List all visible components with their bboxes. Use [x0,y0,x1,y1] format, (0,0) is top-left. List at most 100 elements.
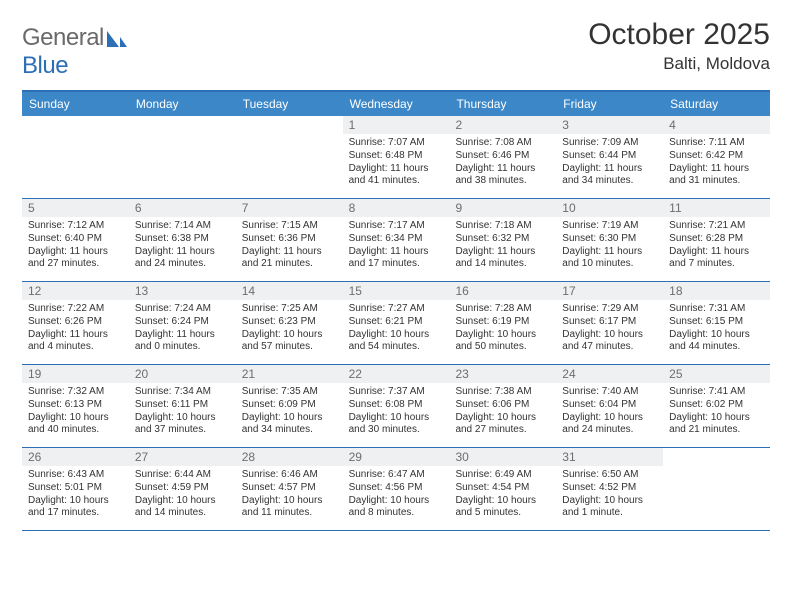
day-cell: 10Sunrise: 7:19 AMSunset: 6:30 PMDayligh… [556,199,663,281]
day-number: 9 [449,199,556,217]
sunrise: Sunrise: 7:09 AM [562,137,657,150]
day-cell: 6Sunrise: 7:14 AMSunset: 6:38 PMDaylight… [129,199,236,281]
day-info: Sunrise: 7:09 AMSunset: 6:44 PMDaylight:… [562,137,657,188]
dow-friday: Friday [556,92,663,116]
sunrise: Sunrise: 7:34 AM [135,386,230,399]
day-number: 29 [343,448,450,466]
day-cell [663,448,770,530]
week-row: 19Sunrise: 7:32 AMSunset: 6:13 PMDayligh… [22,365,770,448]
sunset: Sunset: 6:48 PM [349,150,444,163]
sunset: Sunset: 6:13 PM [28,399,123,412]
daylight: Daylight: 10 hours and 5 minutes. [455,495,550,521]
day-info: Sunrise: 7:15 AMSunset: 6:36 PMDaylight:… [242,220,337,271]
sunset: Sunset: 6:46 PM [455,150,550,163]
dow-monday: Monday [129,92,236,116]
day-cell: 24Sunrise: 7:40 AMSunset: 6:04 PMDayligh… [556,365,663,447]
sunset: Sunset: 4:54 PM [455,482,550,495]
sunset: Sunset: 6:32 PM [455,233,550,246]
location: Balti, Moldova [588,54,770,74]
daylight: Daylight: 10 hours and 34 minutes. [242,412,337,438]
sunrise: Sunrise: 7:31 AM [669,303,764,316]
sunrise: Sunrise: 7:15 AM [242,220,337,233]
sunset: Sunset: 6:19 PM [455,316,550,329]
month-title: October 2025 [588,18,770,52]
sunset: Sunset: 6:24 PM [135,316,230,329]
sunrise: Sunrise: 7:08 AM [455,137,550,150]
day-cell: 8Sunrise: 7:17 AMSunset: 6:34 PMDaylight… [343,199,450,281]
sunset: Sunset: 6:28 PM [669,233,764,246]
day-number: 15 [343,282,450,300]
sunset: Sunset: 6:44 PM [562,150,657,163]
dow-thursday: Thursday [449,92,556,116]
daylight: Daylight: 11 hours and 34 minutes. [562,163,657,189]
day-info: Sunrise: 7:14 AMSunset: 6:38 PMDaylight:… [135,220,230,271]
sunrise: Sunrise: 6:50 AM [562,469,657,482]
day-info: Sunrise: 7:28 AMSunset: 6:19 PMDaylight:… [455,303,550,354]
day-number: 14 [236,282,343,300]
day-info: Sunrise: 7:37 AMSunset: 6:08 PMDaylight:… [349,386,444,437]
day-number: 23 [449,365,556,383]
sunset: Sunset: 6:17 PM [562,316,657,329]
daylight: Daylight: 10 hours and 14 minutes. [135,495,230,521]
brand-blue: Blue [22,52,68,79]
day-number: 30 [449,448,556,466]
day-info: Sunrise: 7:07 AMSunset: 6:48 PMDaylight:… [349,137,444,188]
sunset: Sunset: 6:11 PM [135,399,230,412]
daylight: Daylight: 11 hours and 27 minutes. [28,246,123,272]
daylight: Daylight: 10 hours and 50 minutes. [455,329,550,355]
sunrise: Sunrise: 7:29 AM [562,303,657,316]
daylight: Daylight: 11 hours and 41 minutes. [349,163,444,189]
sunrise: Sunrise: 7:38 AM [455,386,550,399]
daylight: Daylight: 10 hours and 47 minutes. [562,329,657,355]
day-cell: 1Sunrise: 7:07 AMSunset: 6:48 PMDaylight… [343,116,450,198]
day-cell: 28Sunrise: 6:46 AMSunset: 4:57 PMDayligh… [236,448,343,530]
daylight: Daylight: 10 hours and 1 minute. [562,495,657,521]
sunset: Sunset: 6:40 PM [28,233,123,246]
day-number: 24 [556,365,663,383]
day-info: Sunrise: 6:47 AMSunset: 4:56 PMDaylight:… [349,469,444,520]
day-cell: 19Sunrise: 7:32 AMSunset: 6:13 PMDayligh… [22,365,129,447]
dow-sunday: Sunday [22,92,129,116]
sunset: Sunset: 6:26 PM [28,316,123,329]
daylight: Daylight: 11 hours and 17 minutes. [349,246,444,272]
day-number: 5 [22,199,129,217]
sunset: Sunset: 6:30 PM [562,233,657,246]
day-info: Sunrise: 7:17 AMSunset: 6:34 PMDaylight:… [349,220,444,271]
daylight: Daylight: 10 hours and 40 minutes. [28,412,123,438]
day-info: Sunrise: 7:18 AMSunset: 6:32 PMDaylight:… [455,220,550,271]
brand-sail-icon [106,30,128,48]
day-number: 26 [22,448,129,466]
dow-row: Sunday Monday Tuesday Wednesday Thursday… [22,92,770,116]
day-cell: 4Sunrise: 7:11 AMSunset: 6:42 PMDaylight… [663,116,770,198]
daylight: Daylight: 10 hours and 27 minutes. [455,412,550,438]
daylight: Daylight: 11 hours and 38 minutes. [455,163,550,189]
day-cell: 21Sunrise: 7:35 AMSunset: 6:09 PMDayligh… [236,365,343,447]
day-number: 16 [449,282,556,300]
day-info: Sunrise: 6:46 AMSunset: 4:57 PMDaylight:… [242,469,337,520]
sunrise: Sunrise: 6:43 AM [28,469,123,482]
daylight: Daylight: 10 hours and 37 minutes. [135,412,230,438]
calendar: Sunday Monday Tuesday Wednesday Thursday… [22,90,770,531]
day-info: Sunrise: 6:50 AMSunset: 4:52 PMDaylight:… [562,469,657,520]
daylight: Daylight: 10 hours and 17 minutes. [28,495,123,521]
daylight: Daylight: 10 hours and 44 minutes. [669,329,764,355]
sunrise: Sunrise: 7:35 AM [242,386,337,399]
title-block: October 2025 Balti, Moldova [588,18,770,74]
sunset: Sunset: 6:23 PM [242,316,337,329]
sunset: Sunset: 6:36 PM [242,233,337,246]
brand-general: General [22,24,104,51]
sunset: Sunset: 6:15 PM [669,316,764,329]
day-cell: 26Sunrise: 6:43 AMSunset: 5:01 PMDayligh… [22,448,129,530]
daylight: Daylight: 11 hours and 4 minutes. [28,329,123,355]
day-info: Sunrise: 7:31 AMSunset: 6:15 PMDaylight:… [669,303,764,354]
day-cell: 25Sunrise: 7:41 AMSunset: 6:02 PMDayligh… [663,365,770,447]
day-info: Sunrise: 7:32 AMSunset: 6:13 PMDaylight:… [28,386,123,437]
daylight: Daylight: 10 hours and 24 minutes. [562,412,657,438]
sunset: Sunset: 6:02 PM [669,399,764,412]
day-number: 3 [556,116,663,134]
dow-wednesday: Wednesday [343,92,450,116]
day-cell: 17Sunrise: 7:29 AMSunset: 6:17 PMDayligh… [556,282,663,364]
daylight: Daylight: 10 hours and 8 minutes. [349,495,444,521]
week-row: 26Sunrise: 6:43 AMSunset: 5:01 PMDayligh… [22,448,770,531]
day-info: Sunrise: 7:19 AMSunset: 6:30 PMDaylight:… [562,220,657,271]
